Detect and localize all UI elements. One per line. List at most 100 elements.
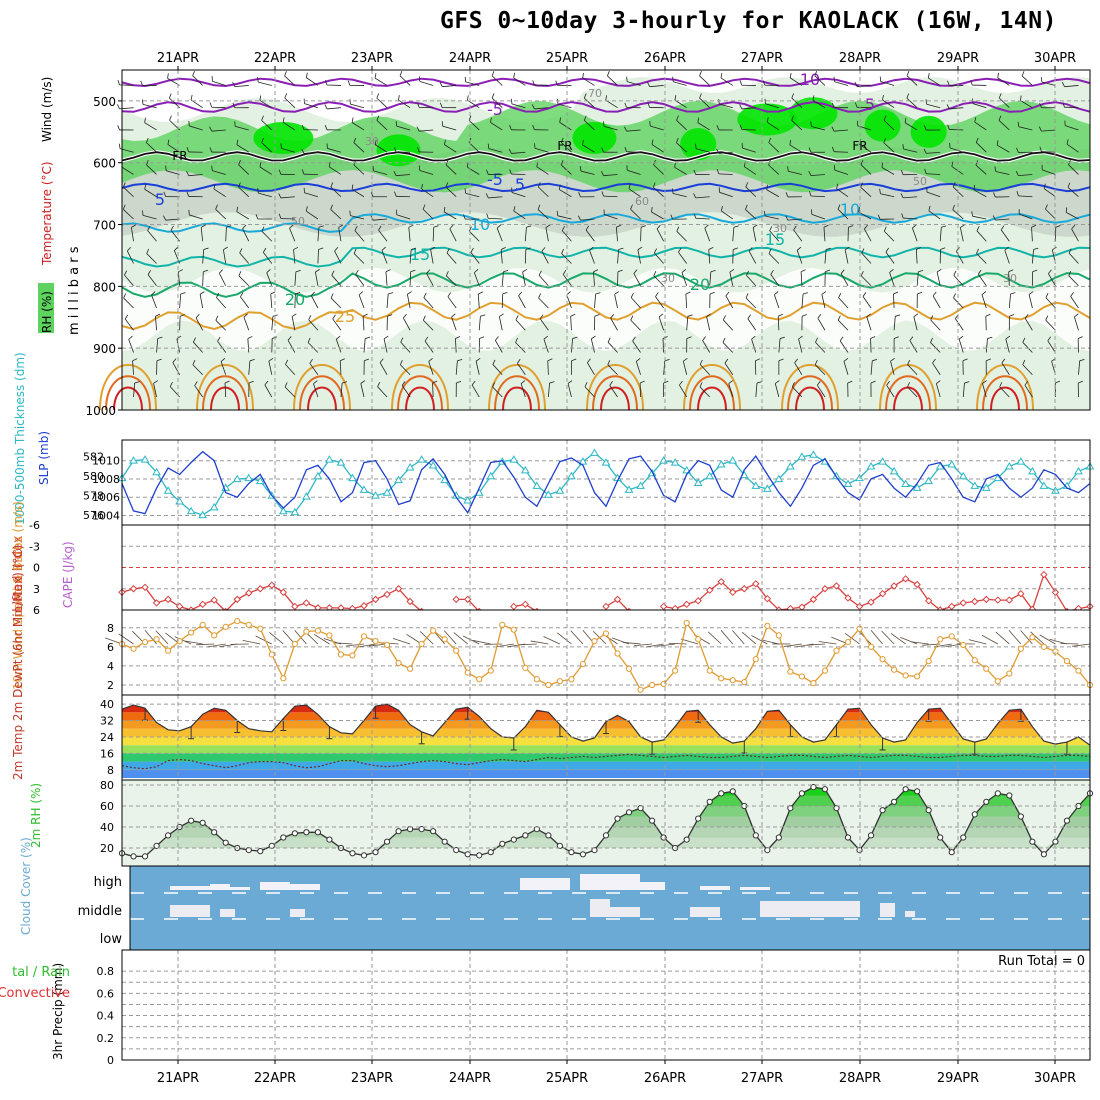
wind-barb-flag [378,225,382,231]
wind-barb [815,341,826,353]
wind-barb [962,383,965,398]
wind-barb-flag [440,102,443,108]
wind-barb [630,208,641,220]
wind-barb-flag [964,381,970,384]
wind10m-speed-point [672,667,679,674]
wind-barb [147,230,157,242]
wind-barb [224,383,227,398]
wind10m-barb [645,643,664,648]
wind-barb [236,144,249,153]
wind-barb [455,360,458,375]
wind-barb [557,103,572,109]
wind10m-speed-point [164,647,172,654]
wind-barb [1045,319,1056,331]
wind-barb [766,121,780,131]
wind-barb [1064,106,1079,109]
rh2m-point [948,849,955,856]
wind-barb-flag [385,269,391,273]
wind-barb-flag [301,169,305,175]
wind-barb-flag [240,292,244,297]
wind-barb-flag [305,72,308,78]
wind-barb [747,318,757,331]
cloud-high-block [700,886,730,890]
wind-barb [293,249,296,264]
temp2m-ytick: 32 [100,715,114,728]
wind-barb [287,340,296,353]
wind-barb-flag [142,210,144,216]
thickness-point [774,474,784,483]
thickness-point [624,485,634,493]
wind-barb [1022,364,1033,376]
wind-barb [1047,340,1056,353]
wind-barb [426,273,434,286]
wind-barb [268,360,273,375]
wind-barb-flag [539,314,544,320]
wind-barb-flag [881,162,884,168]
lifted-index-point [613,595,622,604]
wind-barb [282,121,296,131]
wind-barb-flag [653,271,657,276]
wind-barb-flag [239,248,243,254]
wind10m-speed-point [130,645,137,652]
cloud-ytick: low [100,932,123,947]
wind-barb-flag [255,214,259,220]
wind-barb-flag [422,315,426,321]
rh2m-point [487,849,494,856]
wind10m-speed-point [1006,670,1013,677]
wind-barb-flag [167,73,169,79]
wind10m-speed-point [741,679,748,686]
wind-barb [289,228,296,242]
rh2m-ytick: 60 [100,800,114,813]
wind-barb [839,340,849,353]
wind-barb-flag [630,315,634,321]
wind-barb-flag [706,313,711,317]
wind-barb-flag [872,359,878,362]
wind-barb [376,120,388,131]
wind-barb [650,125,664,131]
thickness-point [140,455,150,463]
wind-barb-flag [1067,182,1071,188]
wind-barb-flag [893,291,899,295]
wind-barb-flag [146,160,149,165]
upper-air-ytick: 700 [93,219,116,233]
wind-barb-flag [923,125,927,131]
wind-barb [982,383,987,398]
wind-barb [788,170,802,175]
wind-barb [708,249,711,264]
wind10m-barb [680,638,699,645]
wind-barb-flag [479,336,485,339]
wind-barb [590,338,595,353]
wind-barb [926,151,941,154]
wind10m-speed-point [637,686,644,693]
hot-loop-2-0 [293,364,351,411]
rh2m-point [268,842,275,850]
rh-label: 60 [635,195,649,208]
thickness-point [993,473,1003,482]
thickness-point [1074,466,1083,475]
rh2m-point [130,853,137,860]
wind10m-barb [334,642,353,645]
wind-barb [350,103,365,109]
wind-barb-flag [837,204,841,210]
isotherm-line-2 [121,151,1091,162]
thickness-ytick: 576 [83,509,104,522]
wind-barb [151,294,157,309]
wind-barb [907,364,918,376]
lifted-index-point [510,602,518,611]
wind-barb-flag [259,95,262,101]
wind-barb [400,364,411,376]
wind-barb-flag [141,99,144,105]
wind-barb-flag [593,269,599,273]
wind-barb-flag [307,337,311,343]
wind-barb-flag [591,335,596,340]
wind-barb-flag [347,80,351,86]
wind-barb-flag [1019,95,1022,101]
wind-barb [744,166,757,175]
wind10m-speed-point [648,681,656,689]
wind-barb-flag [117,79,120,85]
wind-barb-flag [1077,336,1083,339]
wind-barb-flag [778,358,784,362]
wind-barb-flag [119,143,121,149]
wind-barb-flag [912,224,917,229]
